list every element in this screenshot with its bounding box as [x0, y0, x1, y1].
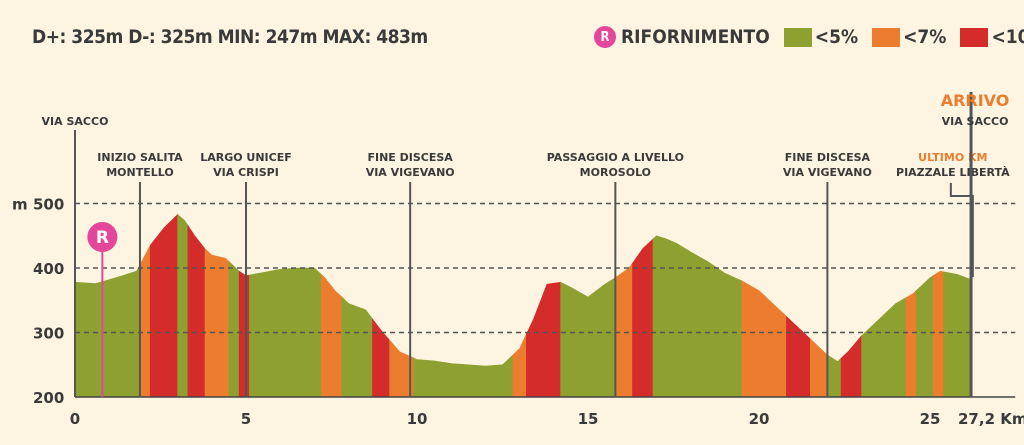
x-tick-label-6: 27,2 Km [958, 410, 1024, 428]
x-tick-label-4: 20 [749, 410, 770, 428]
marker-label-5-0: FINE DISCESA [785, 151, 871, 164]
grade-segment-7 [238, 270, 250, 398]
grade-segment-29 [943, 271, 972, 398]
legend-label-lt5: <5% [814, 26, 859, 48]
y-tick-label-500: 500 [33, 196, 64, 214]
legend-label-lt7: <7% [903, 26, 947, 48]
y-tick-label-400: 400 [33, 260, 64, 278]
legend-swatch-orange [872, 27, 901, 47]
marker-label-4-1: MOROSOLO [580, 166, 651, 179]
y-axis-unit-label: m [12, 196, 28, 214]
grade-segment-25 [861, 297, 907, 398]
y-tick-label-300: 300 [33, 325, 64, 343]
refuel-marker-letter: R [96, 228, 109, 248]
x-tick-label-0: 0 [70, 410, 80, 428]
legend: R RIFORNIMENTO <5% <7% <10% [594, 26, 1024, 48]
grade-segment-28 [933, 270, 944, 398]
grade-segment-21 [786, 315, 811, 398]
grade-segment-19 [652, 235, 743, 398]
marker-line-6 [949, 183, 974, 278]
marker-label-6-0: ULTIMO KM [918, 151, 987, 164]
grade-segment-9 [320, 273, 343, 398]
grade-segment-24 [840, 334, 862, 398]
marker-finish-label: ARRIVO [941, 91, 1010, 110]
marker-label-2-0: LARGO UNICEF [200, 151, 292, 164]
marker-label-6-1: PIAZZALE LIBERTÀ [896, 166, 1010, 179]
marker-label-3-1: VIA VIGEVANO [366, 166, 455, 179]
x-tick-label-5: 25 [920, 410, 941, 428]
marker-label-1-1: MONTELLO [106, 166, 174, 179]
x-tick-label-3: 15 [578, 410, 599, 428]
legend-refuel-label: RIFORNIMENTO [621, 26, 770, 48]
grade-segment-5 [204, 248, 230, 398]
y-tick-label-200: 200 [33, 389, 64, 407]
legend-swatch-green [783, 27, 812, 47]
legend-label-lt10: <10% [991, 26, 1024, 48]
grade-segment-0 [74, 264, 141, 398]
grade-segment-14 [512, 333, 527, 398]
grade-segment-6 [228, 260, 240, 398]
grade-segment-15 [526, 281, 561, 398]
grade-segment-4 [187, 224, 206, 398]
marker-label-3-0: FINE DISCESA [367, 151, 453, 164]
stats-header: D+: 325m D-: 325m MIN: 247m MAX: 483m [32, 26, 428, 48]
grade-segment-27 [916, 274, 934, 398]
refuel-marker-icon [87, 222, 118, 252]
grade-segment-11 [372, 318, 390, 398]
marker-label-5-1: VIA VIGEVANO [783, 166, 872, 179]
grade-segment-10 [341, 296, 373, 398]
marker-label-4-0: PASSAGGIO A LIVELLO [547, 151, 684, 164]
refuel-badge-icon: R [594, 26, 616, 48]
marker-label-2-1: VIA CRISPI [213, 166, 279, 179]
grade-segment-22 [810, 338, 828, 398]
legend-swatch-red [960, 27, 989, 47]
grade-segment-26 [905, 289, 917, 398]
grade-segment-2 [149, 213, 178, 398]
grade-segment-18 [632, 238, 654, 398]
grade-segment-17 [615, 262, 633, 398]
grade-segment-3 [177, 213, 189, 398]
grade-segment-16 [560, 277, 616, 398]
marker-label-7-1: VIA SACCO [942, 115, 1009, 128]
marker-label-0-0: VIA SACCO [42, 115, 109, 128]
x-tick-label-1: 5 [241, 410, 251, 428]
grade-segment-23 [827, 354, 842, 398]
grade-segment-13 [413, 354, 514, 398]
x-tick-label-2: 10 [407, 410, 428, 428]
grade-segment-20 [741, 280, 787, 398]
marker-label-1-0: INIZIO SALITA [97, 151, 183, 164]
